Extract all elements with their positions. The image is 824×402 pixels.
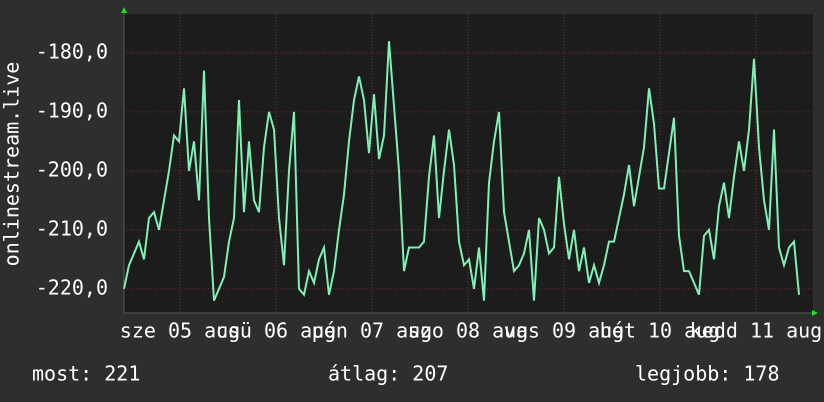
y-axis-arrow xyxy=(121,7,127,13)
x-tick-label: vas 09 aug xyxy=(504,319,624,343)
summary-current: most: 221 xyxy=(32,362,140,386)
x-tick-label: szo 08 aug xyxy=(408,319,528,343)
y-axis-label: onlinestream.live xyxy=(0,62,24,267)
summary-best: legjobb: 178 xyxy=(635,362,780,386)
x-tick-label: hét 10 aug xyxy=(600,319,720,343)
plot-area xyxy=(124,14,813,313)
x-axis-arrow xyxy=(812,310,818,316)
y-tick-label: -220,0 xyxy=(36,275,108,299)
x-tick-label: sze 05 aug xyxy=(120,319,240,343)
summary-average: átlag: 207 xyxy=(328,362,448,386)
x-tick-label: kedd 11 aug xyxy=(690,319,822,343)
x-tick-label: pén 07 aug xyxy=(312,319,432,343)
y-tick-label: -200,0 xyxy=(36,157,108,181)
x-tick-label: csü 06 aug xyxy=(216,319,336,343)
y-tick-label: -180,0 xyxy=(36,39,108,63)
y-tick-label: -190,0 xyxy=(36,98,108,122)
y-tick-label: -210,0 xyxy=(36,216,108,240)
data-line xyxy=(123,41,800,302)
